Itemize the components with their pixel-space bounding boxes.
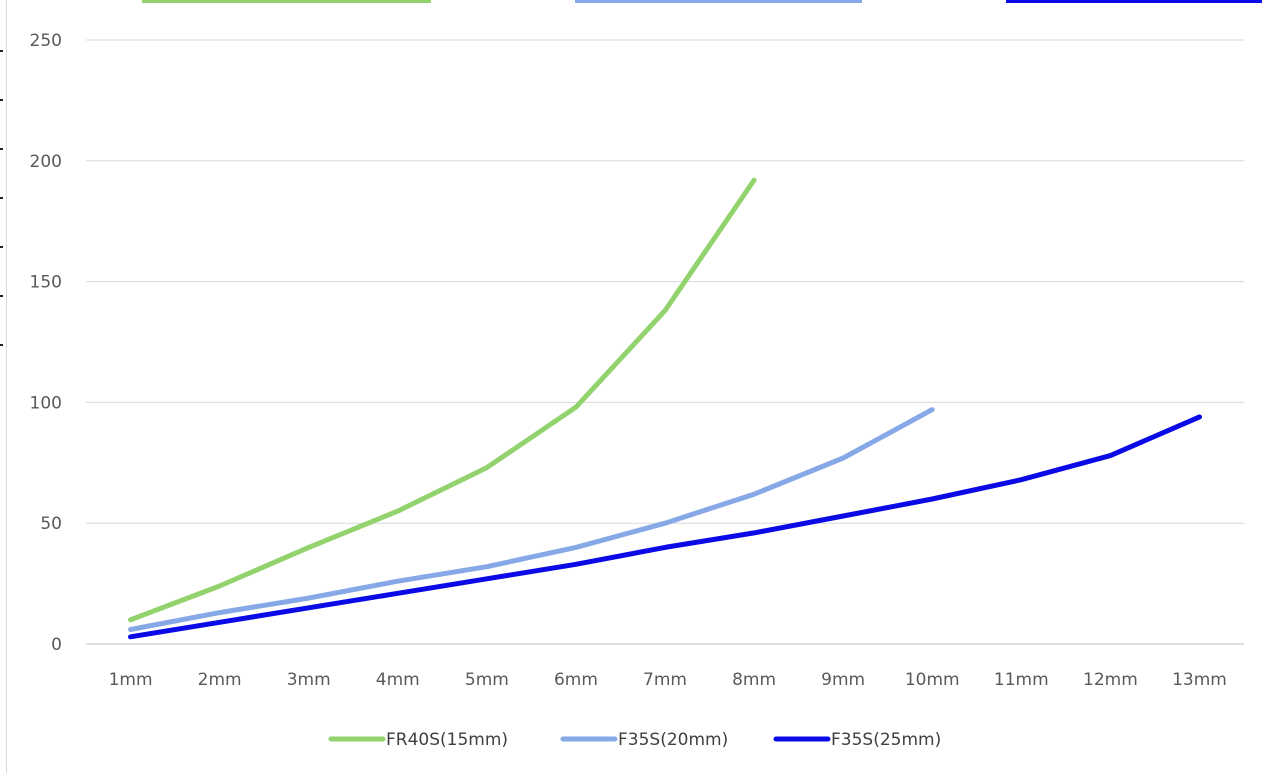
x-tick-label: 12mm <box>1083 670 1138 690</box>
series-line <box>128 414 1202 640</box>
edge-mark <box>0 50 3 52</box>
x-tick-label: 6mm <box>554 670 598 690</box>
x-tick-label: 11mm <box>994 670 1049 690</box>
x-tick-label: 4mm <box>376 670 420 690</box>
x-tick-label: 3mm <box>287 670 331 690</box>
edge-mark <box>0 148 3 150</box>
top-swatch <box>142 0 431 3</box>
y-tick-label: 150 <box>30 273 62 293</box>
x-tick-label: 13mm <box>1172 670 1227 690</box>
x-tick-label: 10mm <box>905 670 960 690</box>
y-tick-label: 250 <box>30 31 62 51</box>
y-tick-label: 100 <box>30 393 62 413</box>
series-line <box>128 407 935 632</box>
edge-mark <box>0 197 3 199</box>
legend: FR40S(15mm) F35S(20mm) F35S(25mm) <box>328 730 941 750</box>
edge-mark <box>0 99 3 101</box>
x-tick-label: 1mm <box>109 670 153 690</box>
chart-area <box>6 0 1266 773</box>
y-tick-label: 0 <box>51 635 62 655</box>
x-tick-label: 5mm <box>465 670 509 690</box>
top-legend-swatches <box>142 0 1262 3</box>
y-axis-tick-labels: 0 50 100 150 200 250 <box>30 31 62 655</box>
edge-mark <box>0 246 3 248</box>
edge-mark <box>0 344 3 346</box>
y-tick-label: 50 <box>40 514 62 534</box>
x-tick-label: 2mm <box>198 670 242 690</box>
x-tick-label: 8mm <box>732 670 776 690</box>
edge-mark <box>0 295 3 297</box>
x-tick-label: 9mm <box>821 670 865 690</box>
y-tick-label: 200 <box>30 152 62 172</box>
x-tick-label: 7mm <box>643 670 687 690</box>
x-axis-tick-labels: 1mm 2mm 3mm 4mm 5mm 6mm 7mm 8mm 9mm 10mm 11mm 12mm 1… <box>109 670 1227 690</box>
legend-label: F35S(25mm) <box>831 730 941 750</box>
legend-label: FR40S(15mm) <box>386 730 508 750</box>
top-swatch <box>1006 0 1262 3</box>
series-line <box>128 177 757 623</box>
legend-label: F35S(20mm) <box>618 730 728 750</box>
top-swatch <box>575 0 862 3</box>
gridlines <box>86 39 1244 645</box>
series-lines <box>128 177 1202 640</box>
